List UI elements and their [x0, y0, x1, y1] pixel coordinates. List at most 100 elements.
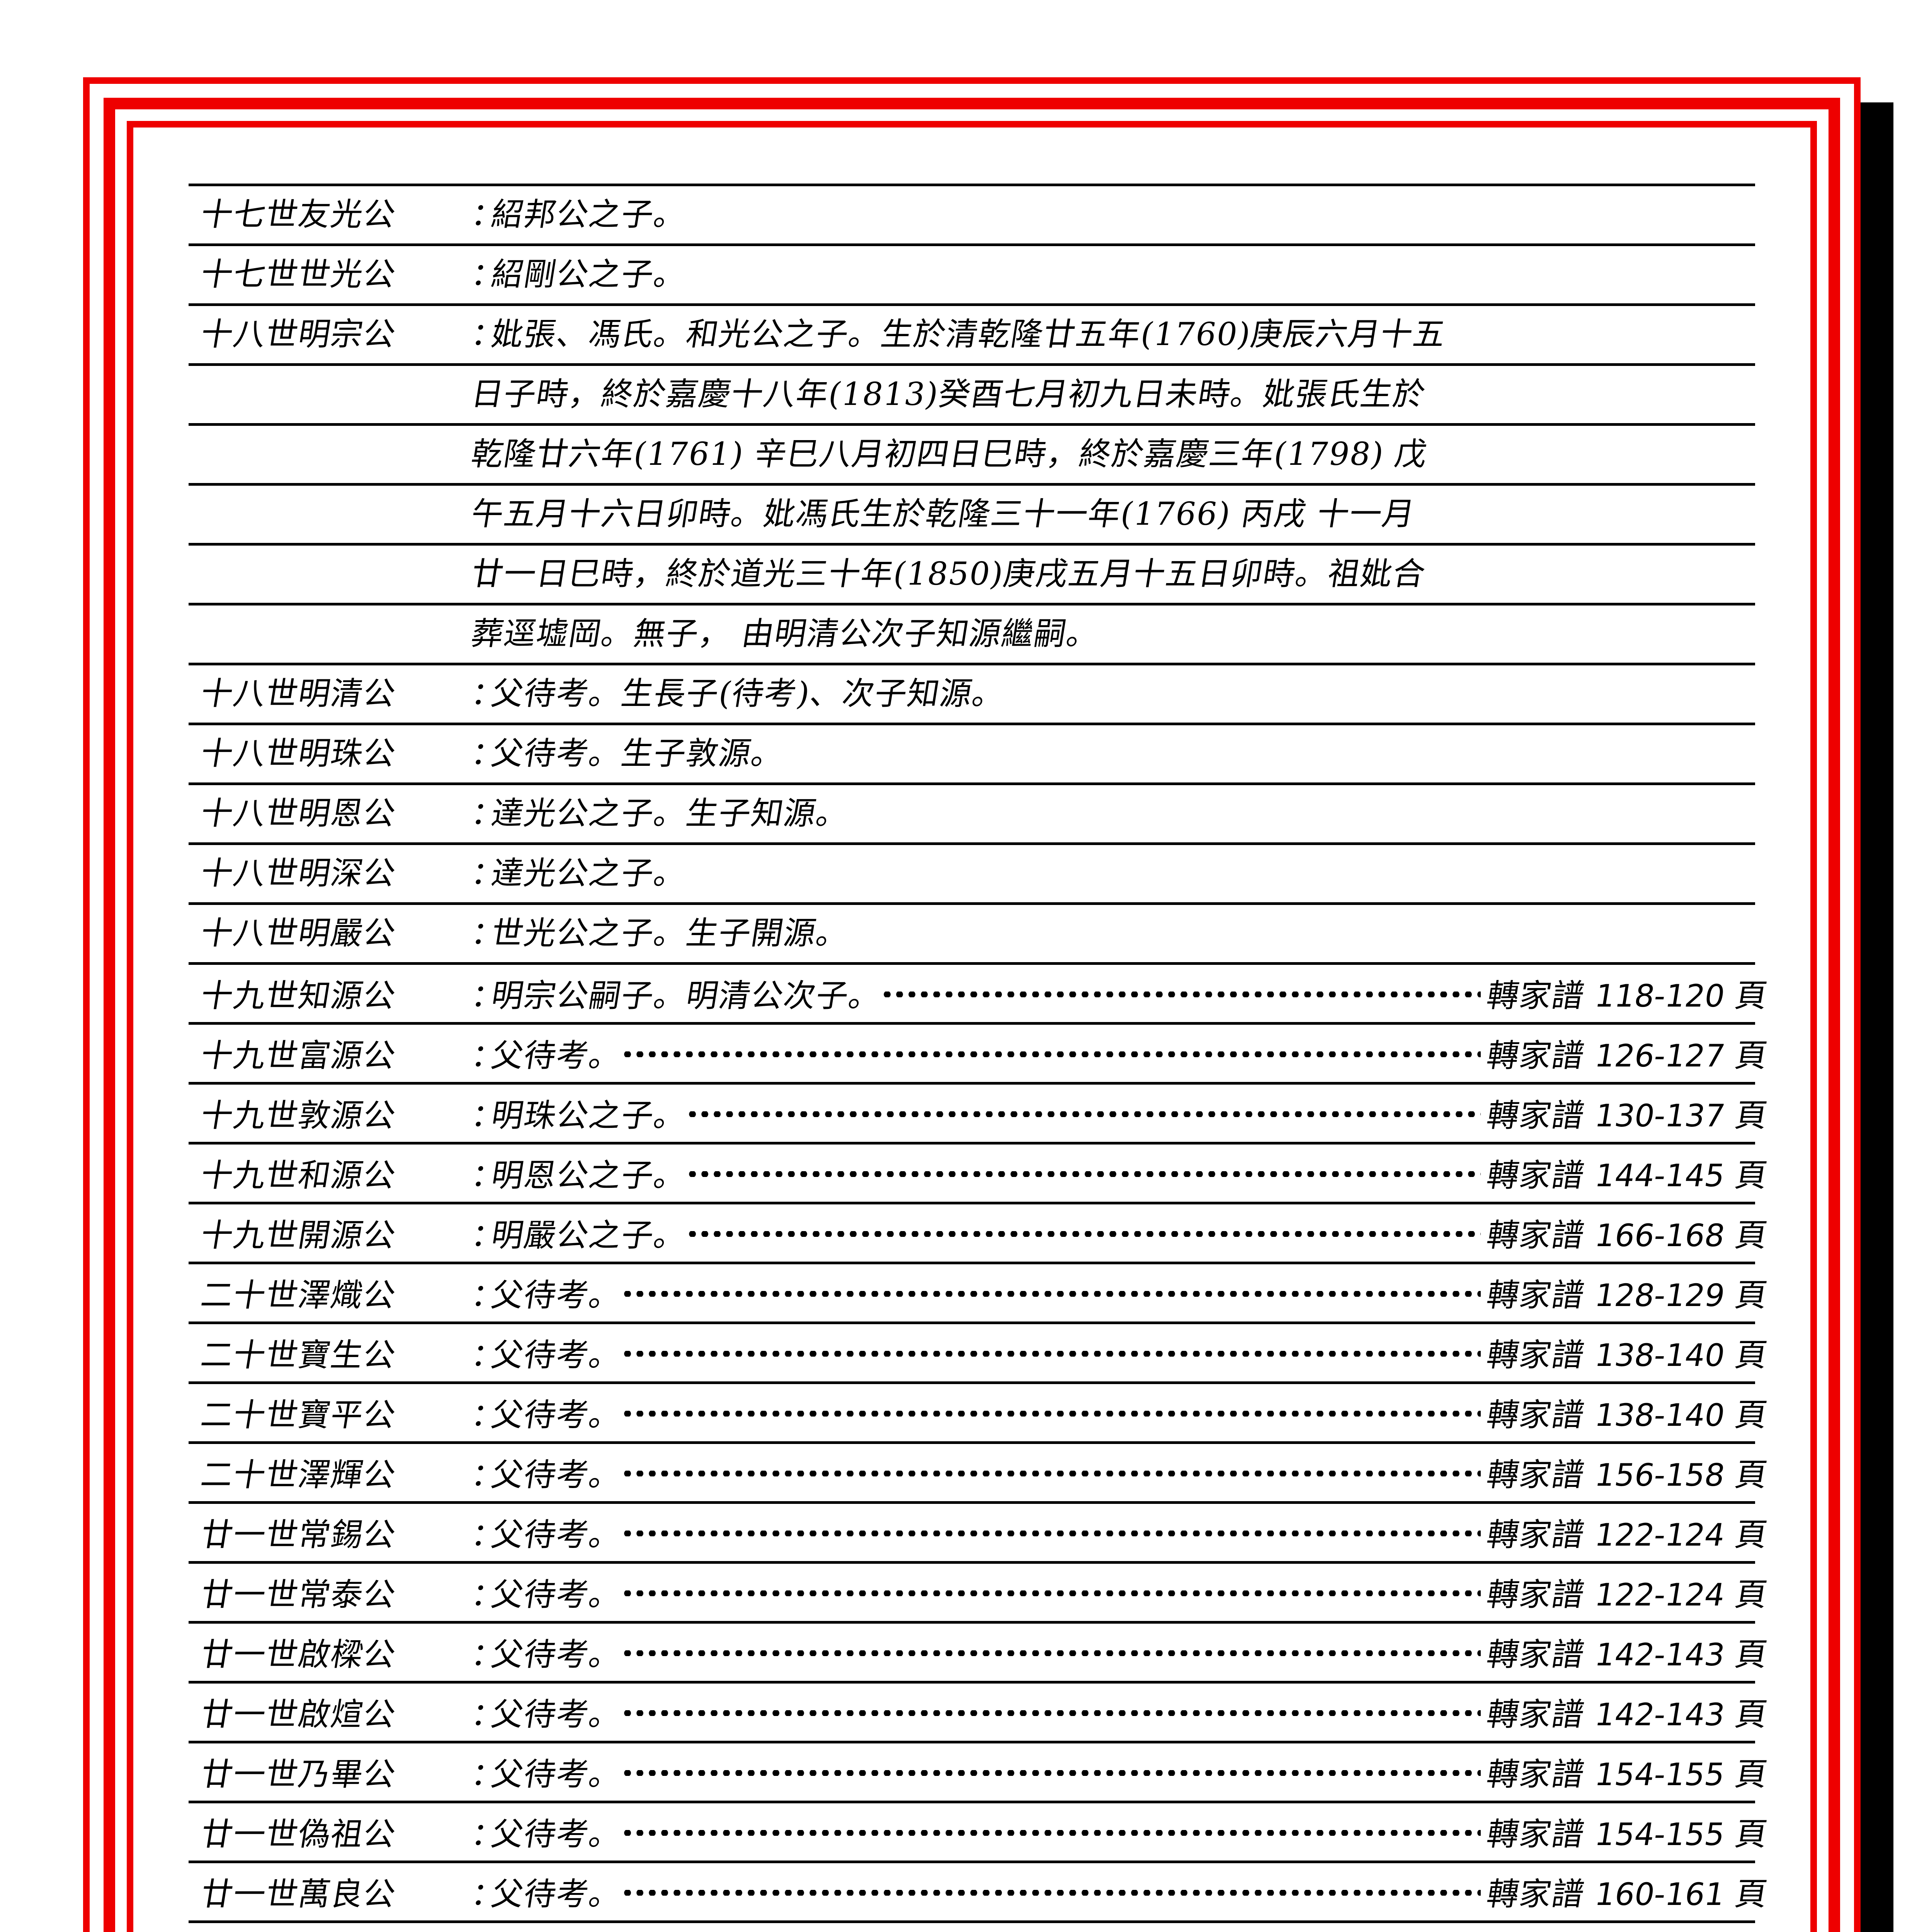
page-reference[interactable]: 轉家譜 154-155 頁 — [1483, 1816, 1771, 1853]
dotted-leader — [621, 1394, 1481, 1426]
table-row: 廿一日巳時，終於道光三十年(1850)庚戌五月十五日卯時。祖妣合 — [189, 543, 1755, 605]
page-reference-range: 154-155 — [1592, 1816, 1727, 1852]
table-row: 廿一世常泰公：父待考。 轉家譜 122-124 頁 — [189, 1561, 1771, 1624]
page-reference[interactable]: 轉家譜 154-155 頁 — [1483, 1756, 1771, 1793]
table-cell: 十九世敦源公：明珠公之子。 轉家譜 130-137 頁 — [189, 1082, 1771, 1145]
page-reference-range: 122-124 — [1592, 1577, 1727, 1613]
page-reference-suffix: 頁 — [1732, 1457, 1771, 1493]
page-reference-prefix: 轉家譜 — [1484, 1636, 1587, 1673]
table-row: 十八世明恩公：達光公之子。生子知源。 — [189, 782, 1755, 845]
page-reference-prefix: 轉家譜 — [1484, 978, 1587, 1014]
page-reference[interactable]: 轉家譜 142-143 頁 — [1483, 1696, 1771, 1733]
table-cell: 二十世寶生公：父待考。 轉家譜 138-140 頁 — [189, 1321, 1771, 1384]
table-cell: 十九世知源公：明宗公嗣子。明清公次子。 轉家譜 118-120 頁 — [189, 962, 1771, 1025]
page-reference-range: 138-140 — [1592, 1337, 1727, 1373]
table-cell: 十八世明宗公：妣張、馮氏。和光公之子。生於清乾隆廿五年(1760)庚辰六月十五 — [189, 303, 1755, 366]
table-row: 十八世明宗公：妣張、馮氏。和光公之子。生於清乾隆廿五年(1760)庚辰六月十五 — [189, 303, 1755, 366]
row-content: 十八世明宗公：妣張、馮氏。和光公之子。生於清乾隆廿五年(1760)庚辰六月十五 — [189, 316, 1755, 353]
biography-text: 父待考。 — [489, 1876, 625, 1913]
page-reference-suffix: 頁 — [1732, 1277, 1771, 1314]
row-content: 廿一世啟煊公：父待考。 轉家譜 142-143 頁 — [189, 1694, 1775, 1733]
biography-text: 明嚴公之子。 — [489, 1217, 690, 1254]
page-reference-range: 126-127 — [1592, 1038, 1727, 1074]
page-reference-suffix: 頁 — [1732, 1696, 1771, 1733]
page-reference-range: 166-168 — [1592, 1218, 1727, 1253]
table-row: 十八世明嚴公：世光公之子。生子開源。 — [189, 902, 1755, 965]
page-reference-prefix: 轉家譜 — [1484, 1397, 1587, 1434]
generation-name-label: 十八世明清公 — [198, 675, 399, 712]
page-reference[interactable]: 轉家譜 166-168 頁 — [1483, 1217, 1771, 1254]
page-footer-row: 116 — [189, 1920, 1755, 1932]
page-reference[interactable]: 轉家譜 160-161 頁 — [1483, 1876, 1771, 1913]
page-reference[interactable]: 轉家譜 128-129 頁 — [1483, 1277, 1771, 1314]
continuation-text: 乾隆廿六年(1761) 辛巳八月初四日巳時，終於嘉慶三年(1798) 戊 — [469, 436, 1431, 473]
page-reference[interactable]: 轉家譜 156-158 頁 — [1483, 1457, 1771, 1493]
table-row: 日子時，終於嘉慶十八年(1813)癸酉七月初九日未時。妣張氏生於 — [189, 363, 1755, 426]
biography-text: 明珠公之子。 — [489, 1097, 690, 1134]
dotted-leader — [686, 1155, 1481, 1186]
table-row: 廿一世偽祖公：父待考。 轉家譜 154-155 頁 — [189, 1801, 1771, 1863]
table-row: 二十世澤輝公：父待考。 轉家譜 156-158 頁 — [189, 1441, 1771, 1504]
genealogy-table-container: 十七世友光公：紹邦公之子。十七世世光公：紹剛公之子。 十八世明宗公：妣張、馮氏。和… — [189, 184, 1771, 1932]
row-content: 十八世明深公：達光公之子。 — [189, 855, 1755, 892]
table-cell: 十八世明深公：達光公之子。 — [189, 842, 1755, 905]
page-reference[interactable]: 轉家譜 122-124 頁 — [1483, 1517, 1771, 1553]
generation-name-label: 廿一世偽祖公 — [198, 1816, 399, 1853]
table-cell: 二十世寶平公：父待考。 轉家譜 138-140 頁 — [189, 1381, 1771, 1444]
table-cell: 廿一世常泰公：父待考。 轉家譜 122-124 頁 — [189, 1561, 1771, 1624]
generation-name-label: 廿一世常錫公 — [198, 1517, 399, 1553]
page-reference[interactable]: 轉家譜 138-140 頁 — [1483, 1337, 1771, 1374]
page-reference[interactable]: 轉家譜 130-137 頁 — [1483, 1097, 1771, 1134]
table-row: 十九世和源公：明恩公之子。 轉家譜 144-145 頁 — [189, 1142, 1771, 1204]
page-footer-cell: 116 — [189, 1920, 1755, 1932]
page-reference[interactable]: 轉家譜 142-143 頁 — [1483, 1636, 1771, 1673]
table-cell: 十九世開源公：明嚴公之子。 轉家譜 166-168 頁 — [189, 1202, 1771, 1264]
page-reference[interactable]: 轉家譜 144-145 頁 — [1483, 1157, 1771, 1194]
page-reference[interactable]: 轉家譜 122-124 頁 — [1483, 1577, 1771, 1613]
page-reference-suffix: 頁 — [1732, 978, 1771, 1014]
row-content: 十九世知源公：明宗公嗣子。明清公次子。 轉家譜 118-120 頁 — [189, 975, 1775, 1014]
table-row: 十七世友光公：紹邦公之子。 — [189, 184, 1755, 246]
page-reference[interactable]: 轉家譜 118-120 頁 — [1483, 978, 1771, 1014]
table-row: 十九世敦源公：明珠公之子。 轉家譜 130-137 頁 — [189, 1082, 1771, 1145]
table-row: 廿一世萬良公：父待考。 轉家譜 160-161 頁 — [189, 1861, 1771, 1923]
table-cell: 廿一世常錫公：父待考。 轉家譜 122-124 頁 — [189, 1501, 1771, 1564]
page-reference-suffix: 頁 — [1732, 1577, 1771, 1613]
page-reference-range: 160-161 — [1592, 1876, 1727, 1912]
generation-name-label: 十七世友光公 — [198, 196, 399, 233]
dotted-leader — [621, 1454, 1481, 1486]
biography-text: 明恩公之子。 — [489, 1157, 690, 1194]
row-content: 十七世世光公：紹剛公之子。 — [189, 256, 1755, 293]
page-reference-prefix: 轉家譜 — [1484, 1217, 1587, 1254]
biography-text: 父待考。 — [489, 1756, 625, 1793]
biography-text: 達光公之子。 — [489, 855, 690, 892]
continuation-text: 葬逕墟岡。無子， 由明清公次子知源繼嗣。 — [469, 616, 1102, 652]
table-cell: 十八世明恩公：達光公之子。生子知源。 — [189, 782, 1755, 845]
page-reference[interactable]: 轉家譜 126-127 頁 — [1483, 1037, 1771, 1074]
decorative-red-frame-inner: 十七世友光公：紹邦公之子。十七世世光公：紹剛公之子。 十八世明宗公：妣張、馮氏。和… — [127, 121, 1817, 1932]
table-cell: 廿一世啟煊公：父待考。 轉家譜 142-143 頁 — [189, 1681, 1771, 1743]
generation-name-label: 十九世和源公 — [198, 1157, 399, 1194]
table-cell: 廿一世萬良公：父待考。 轉家譜 160-161 頁 — [189, 1861, 1771, 1923]
biography-text: 明宗公嗣子。明清公次子。 — [489, 978, 885, 1014]
biography-text: 父待考。 — [489, 1517, 625, 1553]
table-row: 二十世寶平公：父待考。 轉家譜 138-140 頁 — [189, 1381, 1771, 1444]
generation-name-label: 二十世澤熾公 — [198, 1277, 399, 1314]
page-reference-suffix: 頁 — [1732, 1876, 1771, 1913]
table-cell: 二十世澤熾公：父待考。 轉家譜 128-129 頁 — [189, 1262, 1771, 1324]
table-cell: 廿一世啟樑公：父待考。 轉家譜 142-143 頁 — [189, 1621, 1771, 1684]
table-row: 葬逕墟岡。無子， 由明清公次子知源繼嗣。 — [189, 603, 1755, 665]
page-reference-prefix: 轉家譜 — [1484, 1157, 1587, 1194]
table-row: 廿一世常錫公：父待考。 轉家譜 122-124 頁 — [189, 1501, 1771, 1564]
biography-text: 父待考。 — [489, 1577, 625, 1613]
row-content: 廿一日巳時，終於道光三十年(1850)庚戌五月十五日卯時。祖妣合 — [189, 556, 1755, 592]
page-reference-prefix: 轉家譜 — [1484, 1577, 1587, 1613]
table-row: 十八世明深公：達光公之子。 — [189, 842, 1755, 905]
dotted-leader — [621, 1694, 1481, 1725]
table-row: 二十世寶生公：父待考。 轉家譜 138-140 頁 — [189, 1321, 1771, 1384]
biography-text: 父待考。 — [489, 1337, 625, 1374]
table-cell: 十八世明清公：父待考。生長子(待考)、次子知源。 — [189, 663, 1755, 725]
row-content: 廿一世常泰公：父待考。 轉家譜 122-124 頁 — [189, 1574, 1775, 1613]
page-reference[interactable]: 轉家譜 138-140 頁 — [1483, 1397, 1771, 1434]
